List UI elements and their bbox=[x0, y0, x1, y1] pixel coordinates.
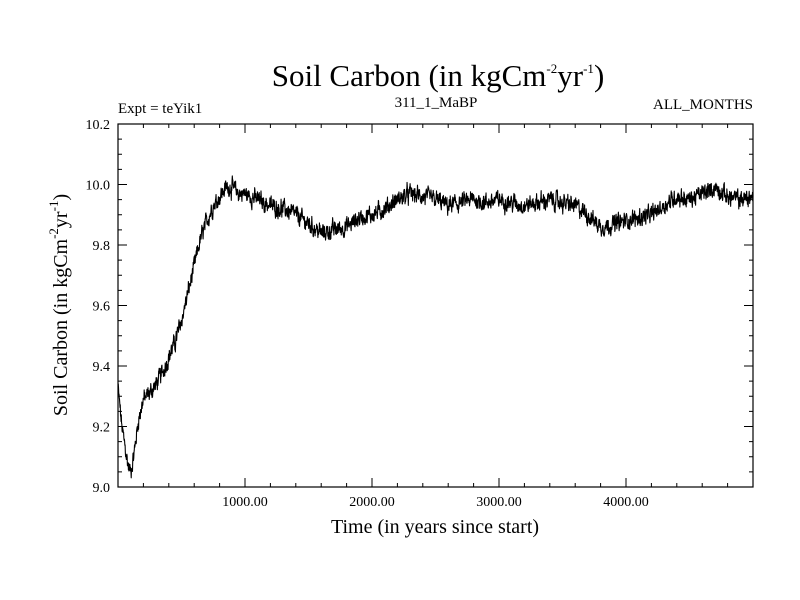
x-tick-label: 3000.00 bbox=[476, 495, 522, 510]
subtitle-center: 311_1_MaBP bbox=[395, 95, 478, 111]
y-tick-label: 9.0 bbox=[93, 481, 111, 496]
plot-frame bbox=[117, 123, 754, 488]
subtitle-left: Expt = teYik1 bbox=[118, 101, 202, 117]
subtitle-right: ALL_MONTHS bbox=[653, 97, 753, 113]
x-tick-label: 1000.00 bbox=[222, 495, 268, 510]
minor-ticks bbox=[118, 124, 753, 487]
x-axis: 1000.00 2000.00 3000.00 4000.00 bbox=[222, 124, 649, 510]
y-axis: 9.0 9.2 9.4 9.6 9.8 10.0 10.2 bbox=[86, 118, 753, 496]
y-tick-label: 10.2 bbox=[86, 118, 111, 133]
y-axis-label: Soil Carbon (in kgCm-2yr-1) bbox=[46, 194, 72, 416]
chart-title: Soil Carbon (in kgCm-2yr-1) bbox=[272, 58, 605, 93]
x-tick-label: 2000.00 bbox=[349, 495, 395, 510]
x-tick-label: 4000.00 bbox=[603, 495, 649, 510]
x-axis-label: Time (in years since start) bbox=[331, 516, 539, 538]
y-tick-label: 9.8 bbox=[93, 239, 111, 254]
y-tick-label: 9.4 bbox=[93, 360, 111, 375]
y-tick-label: 9.2 bbox=[93, 421, 111, 436]
y-tick-label: 10.0 bbox=[86, 179, 111, 194]
y-tick-label: 9.6 bbox=[93, 300, 111, 315]
plot-area: 1000.00 2000.00 3000.00 4000.00 9.09.29.49.… bbox=[86, 118, 754, 510]
series-line-soil-carbon bbox=[117, 175, 754, 479]
